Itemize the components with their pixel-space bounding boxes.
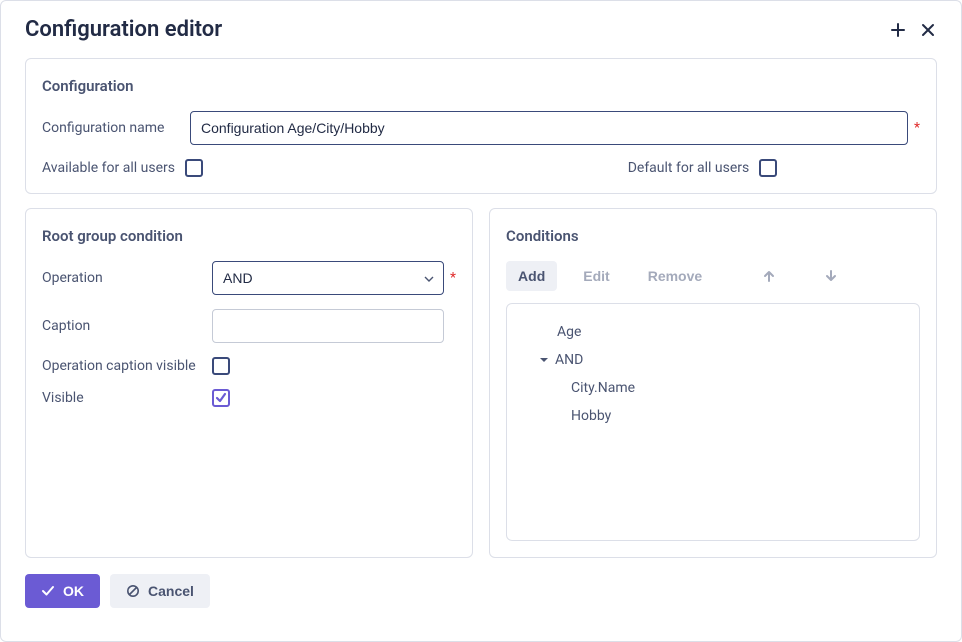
ok-button-label: OK [63,583,84,599]
cancel-button[interactable]: Cancel [110,574,210,608]
available-for-all-wrap: Available for all users [42,159,477,177]
configuration-name-row: Configuration name * [42,111,920,145]
required-indicator: * [450,270,456,286]
configuration-name-label: Configuration name [42,120,190,136]
dialog-footer: OK Cancel [25,574,937,608]
operation-select-wrap [212,261,444,295]
visible-row: Visible [42,389,456,407]
available-for-all-checkbox[interactable] [185,159,203,177]
caption-input[interactable] [212,309,444,343]
move-down-icon[interactable] [824,269,838,283]
move-up-icon[interactable] [762,269,776,283]
configuration-panel: Configuration Configuration name * Avail… [25,58,937,194]
remove-button[interactable]: Remove [636,261,714,291]
tree-node[interactable]: Age [519,318,907,346]
operation-label: Operation [42,270,212,286]
tree-node[interactable]: Hobby [519,402,907,430]
visible-checkbox[interactable] [212,389,230,407]
configuration-flags-row: Available for all users Default for all … [42,159,920,177]
dialog-title: Configuration editor [25,17,222,42]
cancel-icon [126,584,140,598]
default-for-all-label: Default for all users [628,160,750,176]
operation-select[interactable] [212,261,444,295]
root-group-title: Root group condition [42,227,456,245]
op-caption-visible-row: Operation caption visible [42,357,456,375]
configuration-panel-title: Configuration [42,77,920,95]
dialog-header-actions [889,21,937,39]
check-icon [41,584,55,598]
editor-columns: Root group condition Operation * Caption… [25,208,937,558]
caption-label: Caption [42,318,212,334]
operation-row: Operation * [42,261,456,295]
dialog-header: Configuration editor [25,17,937,42]
edit-button[interactable]: Edit [571,261,621,291]
close-icon[interactable] [919,21,937,39]
caption-row: Caption [42,309,456,343]
cancel-button-label: Cancel [148,583,194,599]
configuration-editor-dialog: Configuration editor Configuration Confi… [0,0,962,642]
conditions-toolbar: Add Edit Remove [506,261,920,291]
tree-node-label: Hobby [571,408,611,424]
configuration-name-input[interactable] [190,111,908,145]
tree-node-label: City.Name [571,380,635,396]
tree-node[interactable]: City.Name [519,374,907,402]
available-for-all-label: Available for all users [42,160,175,176]
tree-node-label: Age [557,324,581,340]
tree-collapse-icon[interactable] [539,355,549,365]
required-indicator: * [914,120,920,136]
tree-node-label: AND [555,352,583,368]
visible-label: Visible [42,390,212,406]
default-for-all-checkbox[interactable] [759,159,777,177]
root-group-panel: Root group condition Operation * Caption… [25,208,473,558]
conditions-panel: Conditions Add Edit Remove Age [489,208,937,558]
default-for-all-wrap: Default for all users [485,159,920,177]
ok-button[interactable]: OK [25,574,100,608]
expand-icon[interactable] [889,21,907,39]
conditions-tree[interactable]: Age AND City.Name Hobby [506,303,920,541]
tree-node[interactable]: AND [519,346,907,374]
add-button[interactable]: Add [506,261,557,291]
op-caption-visible-label: Operation caption visible [42,358,212,374]
conditions-title: Conditions [506,227,920,245]
op-caption-visible-checkbox[interactable] [212,357,230,375]
